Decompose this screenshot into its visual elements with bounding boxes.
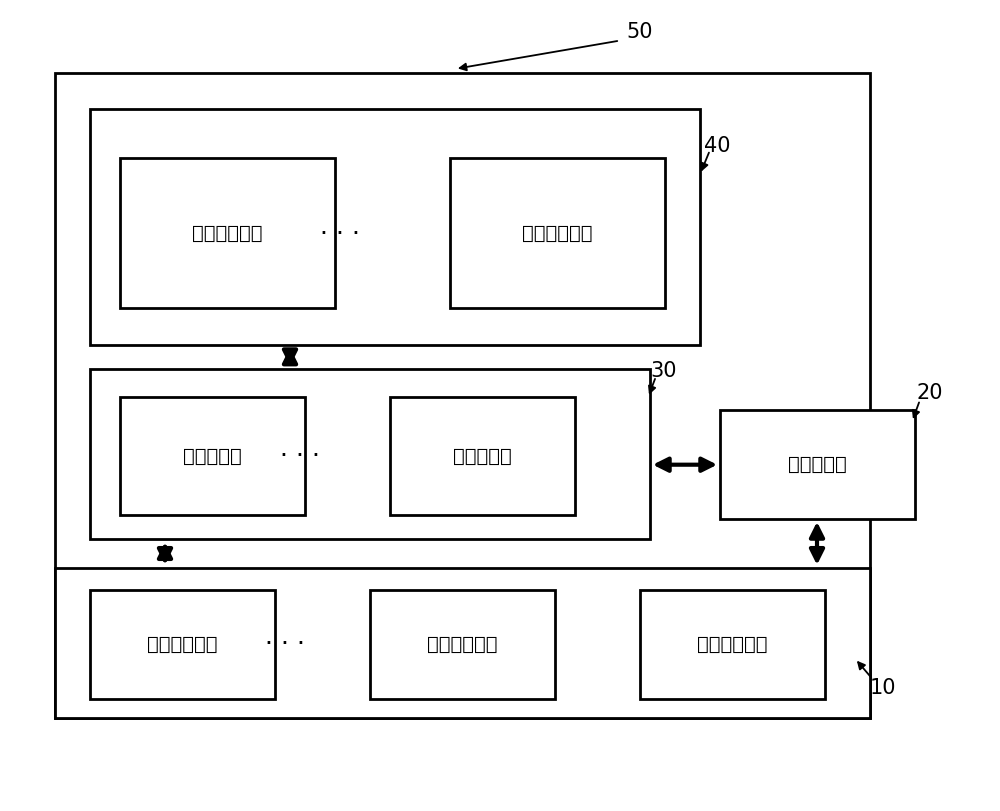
Bar bbox=[450, 158, 665, 308]
Bar bbox=[90, 109, 700, 345]
Text: · · ·: · · · bbox=[265, 632, 305, 656]
Bar bbox=[55, 73, 870, 718]
Text: 医院信息系统: 医院信息系统 bbox=[192, 224, 263, 242]
Bar bbox=[390, 397, 575, 515]
Bar bbox=[120, 397, 305, 515]
Text: 接口服务器: 接口服务器 bbox=[183, 447, 242, 466]
Text: 40: 40 bbox=[704, 136, 730, 156]
Bar bbox=[120, 158, 335, 308]
Text: 中间服务器: 中间服务器 bbox=[788, 455, 847, 474]
Bar bbox=[90, 590, 275, 699]
Bar bbox=[720, 410, 915, 519]
Text: 医疗监护设备: 医疗监护设备 bbox=[147, 635, 218, 654]
Text: 20: 20 bbox=[917, 384, 943, 403]
Text: · · ·: · · · bbox=[280, 444, 320, 468]
Bar bbox=[370, 590, 555, 699]
Text: 医疗监护设备: 医疗监护设备 bbox=[697, 635, 768, 654]
Text: · · ·: · · · bbox=[320, 221, 360, 246]
Text: 30: 30 bbox=[651, 362, 677, 381]
Bar bbox=[90, 369, 650, 539]
Text: 接口服务器: 接口服务器 bbox=[453, 447, 512, 466]
Bar bbox=[640, 590, 825, 699]
Bar bbox=[55, 568, 870, 718]
Text: 医院信息系统: 医院信息系统 bbox=[522, 224, 593, 242]
Text: 医疗监护设备: 医疗监护设备 bbox=[427, 635, 498, 654]
Text: 10: 10 bbox=[870, 678, 896, 697]
Text: 50: 50 bbox=[627, 23, 653, 42]
